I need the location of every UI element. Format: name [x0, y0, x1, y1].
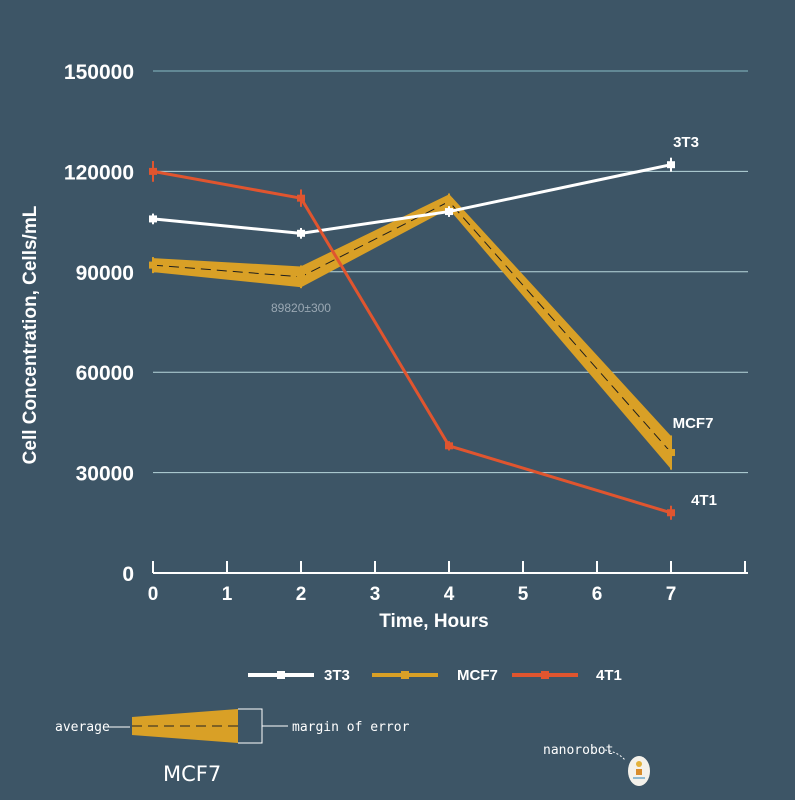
nanorobot-label: nanorobot [543, 743, 613, 758]
legend-item-4t1: 4T1 [512, 667, 622, 684]
data-point [667, 449, 675, 457]
mcf7-error-band [152, 194, 672, 471]
guide-average-label: average [55, 720, 110, 735]
data-point [149, 215, 157, 223]
series-mcf7 [149, 193, 675, 471]
series-line-4t1 [152, 169, 672, 515]
y-axis-title: Cell Concentration, Cells/mL [20, 205, 41, 464]
legend-swatch-marker [401, 671, 409, 679]
x-tick-labels: 0 1 2 3 4 5 6 7 [148, 584, 677, 605]
data-point [149, 261, 157, 269]
data-point [297, 194, 305, 202]
data-point [297, 273, 305, 281]
band-guide: average margin of error MCF7 [55, 708, 410, 786]
x-tick-label: 5 [518, 584, 529, 605]
data-point [297, 229, 305, 237]
legend-swatch-marker [541, 671, 549, 679]
y-tick-label: 120000 [64, 161, 134, 184]
series-3t3 [149, 157, 675, 239]
series-4t1 [149, 161, 675, 520]
series-end-label-4t1: 4T1 [691, 492, 717, 509]
y-tick-label: 0 [122, 563, 134, 586]
x-tick-label: 1 [222, 584, 233, 605]
data-point [667, 509, 675, 517]
x-axis-title: Time, Hours [379, 611, 488, 632]
legend-label: MCF7 [457, 667, 498, 684]
data-point [445, 208, 453, 216]
legend: 3T3 MCF7 4T1 [248, 667, 622, 684]
mcf7-average-line [152, 200, 672, 453]
series-end-labels: 3T3 MCF7 4T1 89820±300 [271, 134, 717, 509]
y-tick-label: 150000 [64, 61, 134, 84]
data-point [445, 198, 453, 206]
x-tick-label: 4 [444, 584, 455, 605]
x-tick-label: 0 [148, 584, 159, 605]
series-layer [149, 157, 675, 520]
y-tick-label: 60000 [76, 362, 134, 385]
legend-item-3t3: 3T3 [248, 667, 350, 684]
x-tick-label: 7 [666, 584, 677, 605]
y-tick-label: 30000 [76, 463, 134, 486]
x-axis [152, 561, 748, 574]
x-tick-label: 3 [370, 584, 381, 605]
legend-swatch-marker [277, 671, 285, 679]
x-tick-label: 6 [592, 584, 603, 605]
annotation-label: 89820±300 [271, 301, 331, 315]
series-end-label-3t3: 3T3 [673, 134, 699, 151]
data-point [149, 167, 157, 175]
legend-label: 3T3 [324, 667, 350, 684]
nanorobot-icon [628, 756, 650, 786]
series-line-3t3 [152, 163, 672, 235]
nanorobot-leader [604, 749, 626, 761]
nanorobot: nanorobot [543, 743, 650, 786]
y-tick-label: 90000 [76, 262, 134, 285]
guide-margin-label: margin of error [292, 720, 410, 735]
x-tick-label: 2 [296, 584, 307, 605]
legend-label: 4T1 [596, 667, 622, 684]
legend-item-mcf7: MCF7 [372, 667, 498, 684]
series-end-label-mcf7: MCF7 [673, 415, 714, 432]
data-point [445, 442, 453, 450]
data-point [667, 161, 675, 169]
guide-series-name: MCF7 [163, 762, 221, 786]
y-tick-labels: 0 30000 60000 90000 120000 150000 [64, 61, 134, 586]
guide-bracket [238, 708, 263, 744]
